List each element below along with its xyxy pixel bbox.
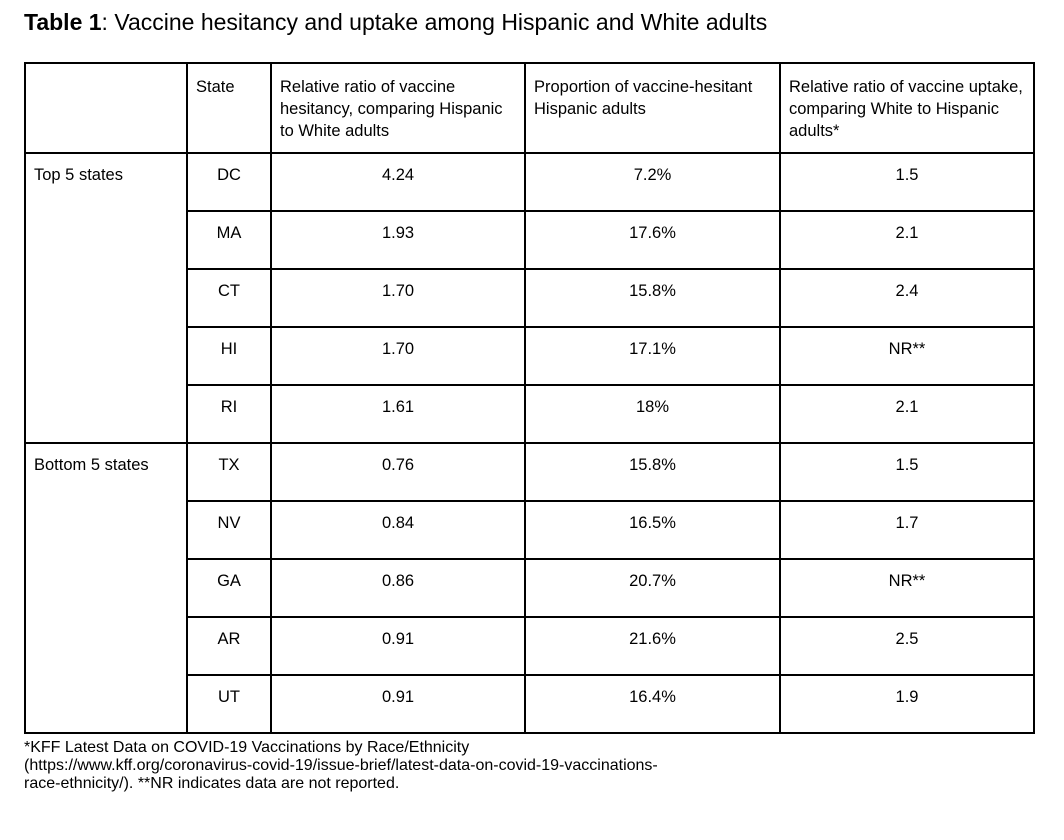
proportion-column-header: Proportion of vaccine-hesitant Hispanic … <box>524 62 781 154</box>
document-page: Table 1: Vaccine hesitancy and uptake am… <box>24 8 1040 792</box>
proportion-cell: 15.8% <box>524 268 781 328</box>
footnote-line-1: *KFF Latest Data on COVID-19 Vaccination… <box>24 739 470 756</box>
state-cell: GA <box>186 558 272 618</box>
table-header: State Relative ratio of vaccine hesitancy… <box>24 62 1035 154</box>
proportion-cell: 17.1% <box>524 326 781 386</box>
state-cell: TX <box>186 442 272 502</box>
hesitancy-ratio-cell: 1.61 <box>270 384 526 444</box>
hesitancy-ratio-cell: 1.93 <box>270 210 526 270</box>
table-row: GA 0.86 20.7% NR** <box>25 558 1035 618</box>
group-label-cell: Bottom 5 states <box>24 442 188 734</box>
table-row: AR 0.91 21.6% 2.5 <box>25 616 1035 676</box>
table-caption-label: Table 1 <box>24 9 102 35</box>
proportion-cell: 16.4% <box>524 674 781 734</box>
proportion-cell: 18% <box>524 384 781 444</box>
state-cell: MA <box>186 210 272 270</box>
table-caption-text: : Vaccine hesitancy and uptake among His… <box>101 9 768 35</box>
hesitancy-ratio-cell: 4.24 <box>270 152 526 212</box>
state-cell: NV <box>186 500 272 560</box>
uptake-ratio-cell: 2.5 <box>779 616 1035 676</box>
footnote-line-3: race-ethnicity/). **NR indicates data ar… <box>24 775 400 792</box>
state-cell: CT <box>186 268 272 328</box>
uptake-ratio-cell: 2.1 <box>779 210 1035 270</box>
header-row: State Relative ratio of vaccine hesitancy… <box>24 62 1035 154</box>
uptake-ratio-column-header: Relative ratio of vaccine uptake, compar… <box>779 62 1035 154</box>
hesitancy-ratio-cell: 0.91 <box>270 616 526 676</box>
state-cell: RI <box>186 384 272 444</box>
uptake-ratio-cell: 1.5 <box>779 152 1035 212</box>
uptake-ratio-cell: 1.5 <box>779 442 1035 502</box>
corner-cell <box>24 62 188 154</box>
uptake-ratio-cell: NR** <box>779 326 1035 386</box>
proportion-cell: 21.6% <box>524 616 781 676</box>
hesitancy-ratio-cell: 0.86 <box>270 558 526 618</box>
proportion-cell: 15.8% <box>524 442 781 502</box>
table-row: HI 1.70 17.1% NR** <box>25 326 1035 386</box>
group-label-cell: Top 5 states <box>24 152 188 444</box>
uptake-ratio-cell: 2.4 <box>779 268 1035 328</box>
hesitancy-ratio-cell: 1.70 <box>270 326 526 386</box>
table-row: CT 1.70 15.8% 2.4 <box>25 268 1035 328</box>
uptake-ratio-cell: 2.1 <box>779 384 1035 444</box>
table-caption: Table 1: Vaccine hesitancy and uptake am… <box>24 8 1040 36</box>
table-row: RI 1.61 18% 2.1 <box>25 384 1035 444</box>
hesitancy-ratio-cell: 0.84 <box>270 500 526 560</box>
state-cell: UT <box>186 674 272 734</box>
proportion-cell: 20.7% <box>524 558 781 618</box>
proportion-cell: 17.6% <box>524 210 781 270</box>
uptake-ratio-cell: 1.9 <box>779 674 1035 734</box>
table-body: Top 5 states DC 4.24 7.2% 1.5 MA 1.93 17.6% 2.1 C… <box>24 152 1035 734</box>
table-row: Bottom 5 states TX 0.76 15.8% 1.5 <box>24 442 1035 734</box>
table-row: NV 0.84 16.5% 1.7 <box>25 500 1035 560</box>
state-cell: HI <box>186 326 272 386</box>
uptake-ratio-cell: NR** <box>779 558 1035 618</box>
table-row: UT 0.91 16.4% 1.9 <box>25 674 1035 734</box>
table-row: MA 1.93 17.6% 2.1 <box>25 210 1035 270</box>
uptake-ratio-cell: 1.7 <box>779 500 1035 560</box>
footnote-line-2: (https://www.kff.org/coronavirus-covid-1… <box>24 757 658 774</box>
hesitancy-ratio-cell: 0.91 <box>270 674 526 734</box>
proportion-cell: 7.2% <box>524 152 781 212</box>
hesitancy-ratio-column-header: Relative ratio of vaccine hesitancy, com… <box>270 62 526 154</box>
table-row: Top 5 states DC 4.24 7.2% 1.5 <box>24 152 1035 444</box>
vaccine-hesitancy-table: State Relative ratio of vaccine hesitancy… <box>24 62 1035 734</box>
state-column-header: State <box>186 62 272 154</box>
hesitancy-ratio-cell: 1.70 <box>270 268 526 328</box>
hesitancy-ratio-cell: 0.76 <box>270 442 526 502</box>
state-cell: DC <box>186 152 272 212</box>
state-cell: AR <box>186 616 272 676</box>
proportion-cell: 16.5% <box>524 500 781 560</box>
